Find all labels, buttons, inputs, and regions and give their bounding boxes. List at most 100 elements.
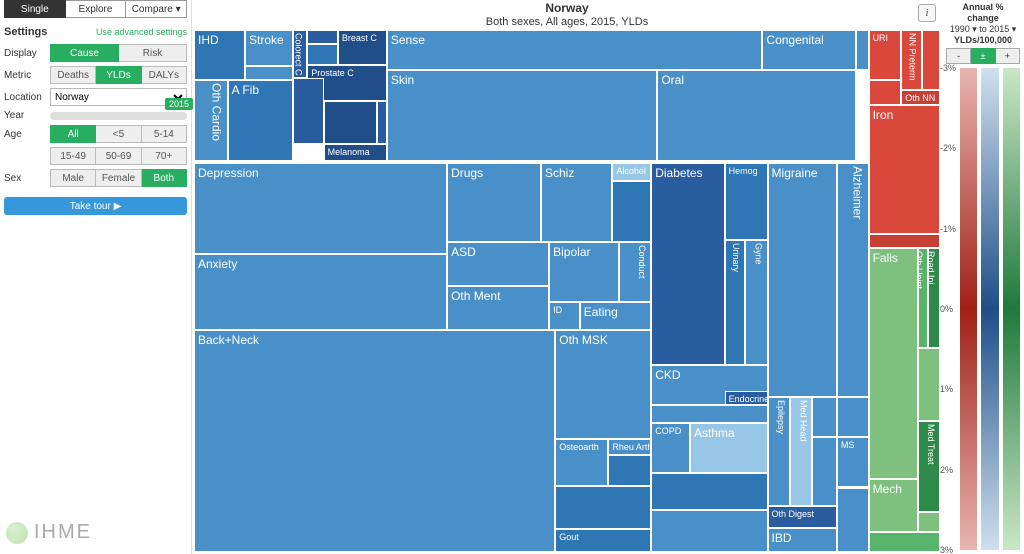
treemap-cell[interactable]: ID (549, 302, 580, 330)
treemap-cell[interactable]: Congenital (762, 30, 856, 70)
treemap-cell[interactable]: Anxiety (194, 254, 447, 331)
treemap-cell[interactable]: Road Inj (928, 248, 940, 349)
treemap-cell[interactable]: MS (837, 437, 869, 487)
treemap-cell[interactable]: Med Treat (918, 421, 940, 512)
treemap-cell[interactable]: Osteoarth (555, 439, 608, 486)
treemap-cell[interactable]: NN Preterm (901, 30, 921, 90)
treemap-cell[interactable]: Mech (869, 479, 918, 531)
treemap-cell[interactable]: Oth Unint (918, 248, 928, 349)
zoom-in-button[interactable]: + (996, 48, 1020, 64)
age-5-14[interactable]: 5-14 (142, 125, 187, 143)
title-subtitle: Both sexes, All ages, 2015, YLDs (486, 16, 648, 28)
treemap-cell[interactable] (324, 101, 377, 144)
display-cause[interactable]: Cause (50, 44, 119, 62)
treemap-cell[interactable]: Rheu Arth (608, 439, 651, 455)
treemap-cell[interactable] (869, 234, 940, 248)
info-icon[interactable]: i (918, 4, 936, 22)
sex-both[interactable]: Both (142, 169, 187, 187)
treemap-cell[interactable] (812, 437, 836, 506)
treemap-cell[interactable]: Epilepsy (768, 397, 790, 506)
treemap-cell[interactable] (555, 486, 651, 528)
age-under5[interactable]: <5 (96, 125, 141, 143)
treemap-cell[interactable]: Falls (869, 248, 918, 480)
take-tour-button[interactable]: Take tour ▶ (4, 197, 187, 215)
treemap-cell[interactable]: Alcohol (612, 163, 651, 181)
treemap-cell[interactable] (293, 78, 324, 144)
treemap-cell[interactable]: Colorect C (293, 30, 307, 78)
treemap-cell[interactable]: Gyne (745, 240, 767, 365)
treemap-cell[interactable]: ASD (447, 242, 549, 286)
treemap-cell[interactable] (837, 488, 869, 552)
metric-ylds[interactable]: YLDs (96, 66, 141, 84)
treemap-cell[interactable] (307, 30, 338, 44)
treemap-cell[interactable]: Diabetes (651, 163, 724, 365)
treemap-cell[interactable] (651, 473, 767, 509)
treemap-cell[interactable]: Endocrine (725, 391, 768, 405)
treemap-cell[interactable]: A Fib (228, 80, 293, 161)
treemap-cell[interactable]: IHD (194, 30, 245, 80)
treemap-cell[interactable]: Oth NN (901, 90, 940, 104)
treemap-cell[interactable]: IBD (768, 528, 837, 552)
treemap-cell[interactable]: Back+Neck (194, 330, 555, 552)
treemap-cell[interactable]: Drugs (447, 163, 541, 242)
treemap-cell[interactable] (918, 348, 940, 421)
treemap-cell[interactable] (377, 101, 387, 144)
treemap-cell[interactable] (651, 405, 767, 423)
treemap-cell[interactable]: Oral (657, 70, 856, 161)
treemap-cell[interactable] (922, 30, 940, 90)
treemap-cell[interactable]: Oth MSK (555, 330, 651, 439)
treemap-cell[interactable]: Melanoma (324, 144, 387, 161)
treemap-cell[interactable]: Schiz (541, 163, 612, 242)
age-label: Age (4, 129, 50, 140)
treemap-cell[interactable] (837, 397, 869, 437)
display-risk[interactable]: Risk (119, 44, 187, 62)
treemap-cell[interactable]: Migraine (768, 163, 837, 397)
treemap-cell[interactable]: Alzheimer (837, 163, 869, 397)
treemap-cell[interactable]: Sense (387, 30, 763, 70)
tab-compare[interactable]: Compare ▾ (126, 0, 187, 18)
treemap-cell[interactable]: Oth Digest (768, 506, 837, 528)
tab-explore[interactable]: Explore (66, 0, 127, 18)
treemap-cell[interactable] (307, 44, 338, 65)
treemap-cell[interactable] (651, 510, 767, 552)
treemap-cell[interactable]: Breast C (338, 30, 387, 65)
age-50-69[interactable]: 50-69 (96, 147, 141, 165)
age-15-49[interactable]: 15-49 (50, 147, 96, 165)
metric-deaths[interactable]: Deaths (50, 66, 96, 84)
tab-single[interactable]: Single (4, 0, 66, 18)
treemap-cell[interactable]: Bipolar (549, 242, 618, 302)
treemap-cell[interactable] (856, 30, 868, 70)
sex-female[interactable]: Female (96, 169, 141, 187)
treemap-cell[interactable]: Stroke (245, 30, 293, 66)
treemap-cell[interactable]: Depression (194, 163, 447, 254)
treemap-cell[interactable] (612, 181, 651, 241)
treemap-cell[interactable]: Hemog (725, 163, 768, 240)
treemap-cell[interactable]: COPD (651, 423, 690, 473)
treemap-cell[interactable]: Urinary (725, 240, 745, 365)
treemap[interactable]: IHDStroke Oth CardioA FibColorect C Breast… (194, 30, 940, 552)
zoom-out-button[interactable]: - (946, 48, 971, 64)
treemap-cell[interactable]: Gout (555, 529, 651, 552)
treemap-cell[interactable] (608, 455, 651, 486)
treemap-cell[interactable] (869, 532, 940, 552)
treemap-cell[interactable] (245, 66, 293, 80)
treemap-cell[interactable]: Asthma (690, 423, 768, 473)
advanced-settings-link[interactable]: Use advanced settings (96, 27, 187, 37)
treemap-cell[interactable]: Oth Ment (447, 286, 549, 330)
age-all[interactable]: All (50, 125, 96, 143)
treemap-cell[interactable]: URI (869, 30, 902, 80)
treemap-cell[interactable]: Skin (387, 70, 657, 161)
treemap-cell[interactable]: Eating (580, 302, 651, 330)
treemap-cell[interactable] (869, 80, 902, 104)
year-slider[interactable]: 2015 (50, 112, 187, 120)
age-70plus[interactable]: 70+ (142, 147, 187, 165)
metric-dalys[interactable]: DALYs (142, 66, 187, 84)
treemap-cell[interactable]: Iron (869, 105, 940, 234)
treemap-cell[interactable] (812, 397, 836, 437)
treemap-cell[interactable] (918, 512, 940, 532)
treemap-cell[interactable]: Med Head (790, 397, 812, 506)
treemap-cell[interactable]: Conduct (619, 242, 652, 302)
zoom-reset-button[interactable]: ± (971, 48, 995, 64)
sex-male[interactable]: Male (50, 169, 96, 187)
treemap-cell[interactable]: Oth Cardio (194, 80, 228, 161)
